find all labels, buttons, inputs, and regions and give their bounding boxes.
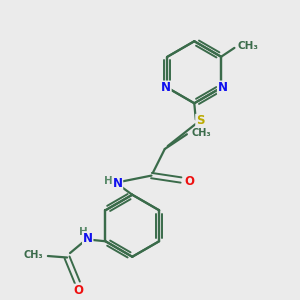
Text: S: S — [196, 115, 204, 128]
Text: N: N — [218, 81, 228, 94]
Text: O: O — [185, 175, 195, 188]
Text: N: N — [112, 177, 122, 190]
Text: CH₃: CH₃ — [191, 128, 211, 138]
Text: H: H — [79, 227, 88, 237]
Text: O: O — [74, 284, 84, 297]
Text: N: N — [161, 81, 171, 94]
Text: CH₃: CH₃ — [237, 41, 258, 51]
Text: H: H — [104, 176, 113, 186]
Text: CH₃: CH₃ — [24, 250, 44, 260]
Text: N: N — [83, 232, 93, 245]
